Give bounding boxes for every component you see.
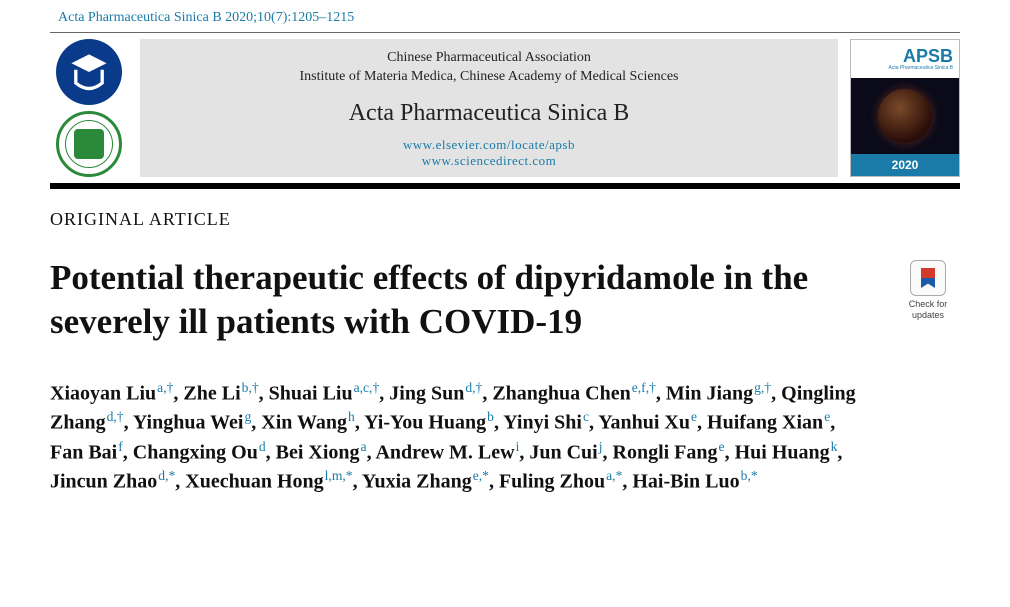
association-line-1: Chinese Pharmaceutical Association: [150, 49, 828, 68]
citation-line: Acta Pharmaceutica Sinica B 2020;10(7):1…: [50, 10, 960, 26]
check-for-updates-button[interactable]: Check for updates: [896, 256, 960, 321]
banner-links: www.elsevier.com/locate/apsb www.science…: [150, 137, 828, 169]
top-rule: [50, 32, 960, 33]
article-type: ORIGINAL ARTICLE: [50, 209, 960, 230]
authors-block: Xiaoyan Liua,†, Zhe Lib,†, Shuai Liua,c,…: [50, 378, 870, 497]
journal-name: Acta Pharmaceutica Sinica B: [150, 100, 828, 127]
banner-center-panel: Chinese Pharmaceutical Association Insti…: [140, 39, 838, 177]
publisher-logo-icon: [56, 39, 122, 105]
cover-subtitle: Acta Pharmaceutica Sinica B: [889, 65, 953, 71]
journal-cover-thumbnail: APSB Acta Pharmaceutica Sinica B 2020: [850, 39, 960, 177]
association-line-2: Institute of Materia Medica, Chinese Aca…: [150, 68, 828, 87]
article-title: Potential therapeutic effects of dipyrid…: [50, 256, 830, 344]
journal-link-1[interactable]: www.elsevier.com/locate/apsb: [150, 137, 828, 153]
cover-abbrev: APSB: [889, 47, 953, 65]
cover-image-icon: [851, 78, 959, 154]
logos-column: [50, 39, 128, 177]
crossmark-icon: [910, 260, 946, 296]
association-logo-icon: [56, 111, 122, 177]
check-updates-label: Check for updates: [896, 299, 960, 321]
heavy-rule: [50, 183, 960, 189]
journal-link-2[interactable]: www.sciencedirect.com: [150, 153, 828, 169]
journal-banner: Chinese Pharmaceutical Association Insti…: [50, 39, 960, 177]
cover-year: 2020: [851, 154, 959, 176]
paper-header-region: Acta Pharmaceutica Sinica B 2020;10(7):1…: [0, 0, 1010, 496]
